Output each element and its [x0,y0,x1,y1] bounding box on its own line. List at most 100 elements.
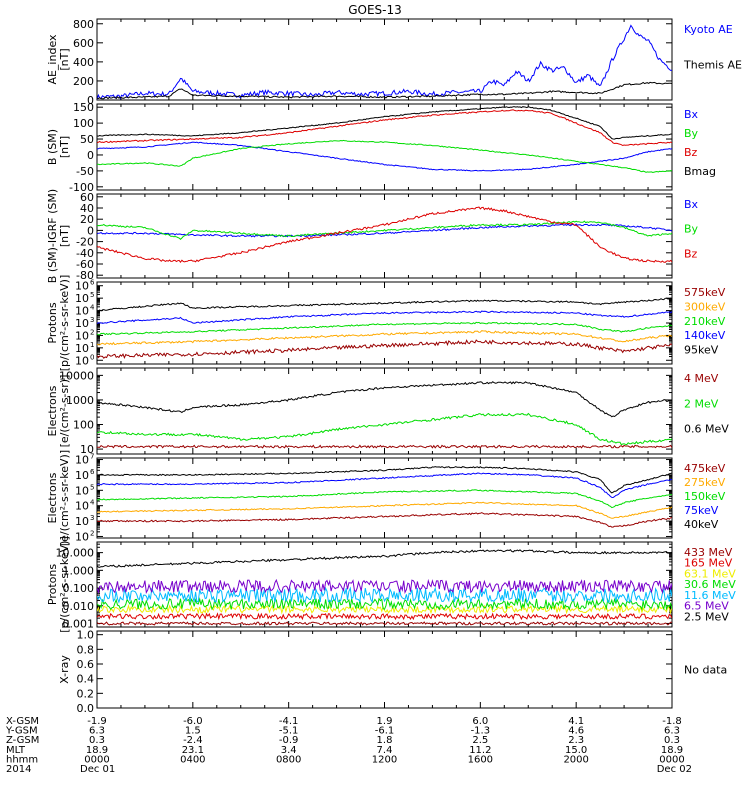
footer-value: 11.2 [469,745,491,756]
footer-value: 6.0 [472,716,488,727]
panel-frame [96,281,673,365]
footer-value: 2.3 [568,735,584,746]
legend-label: 40keV [684,518,719,531]
legend-label: 75keV [684,504,719,517]
footer-row-label: hhmm [6,754,38,765]
y-tick-label: 600 [73,37,94,50]
y-tick-label: -20 [76,236,94,249]
y-tick-label: 10 [75,342,89,355]
y-tick-label: 0 [87,94,94,107]
y-tick-label: -80 [76,269,94,282]
footer-value: 1600 [468,754,493,765]
series-line [97,297,672,312]
y-tick-label: 0.010 [63,600,95,613]
y-tick-label: 10 [80,443,94,456]
series-line [97,501,672,519]
panel-frame [96,18,673,101]
y-tick-label: 40 [80,202,94,215]
legend-label: Bz [684,247,698,260]
footer-value: 6.3 [664,726,680,737]
series-line [97,489,672,509]
legend-label: By [684,127,699,140]
y-tick-exponent: 4 [90,499,95,507]
y-tick-exponent: 4 [90,304,95,312]
y-tick-label: 10 [75,317,89,330]
series-line [97,472,672,499]
y-tick-label: 10.000 [56,547,95,560]
series-line [97,321,672,336]
y-tick-label: 200 [73,75,94,88]
legend-label: 210keV [684,315,726,328]
y-tick-exponent: 5 [90,483,94,491]
y-tick-label: 10 [75,329,89,342]
series-line [97,81,672,100]
y-tick-exponent: 7 [90,453,94,461]
footer-value: -4.1 [279,716,299,727]
y-tick-exponent: 3 [90,316,94,324]
y-tick-label: 10000 [59,369,94,382]
y-axis-label: AE_index [46,34,59,85]
y-tick-exponent: 6 [90,468,95,476]
y-tick-label: 10 [75,469,89,482]
legend-label: 433 MeV [684,546,733,559]
y-axis-label: X-ray [58,655,71,684]
series-line [97,512,672,528]
panel-2: -100 -50 0 50 100 150 B (SM) [nT] Bx By Bz Bmag [46,101,716,194]
y-tick-label: 400 [73,56,94,69]
y-tick-label: 0.8 [77,643,95,656]
series-line [97,586,672,604]
legend-label: Bz [684,146,698,159]
footer-value: -1.8 [662,716,682,727]
y-axis-label: [nT] [58,136,71,158]
legend-label: 275keV [684,476,726,489]
y-tick-label: -60 [76,258,94,271]
panel-frame [96,541,673,628]
chart-title: GOES-13 [348,3,402,17]
series-line [97,444,672,449]
y-axis-label: Protons [46,564,59,605]
series-line [97,612,672,621]
footer-value: 4.6 [568,726,584,737]
footer-value: 15.0 [565,745,587,756]
footer-value: -0.9 [279,735,299,746]
y-tick-exponent: 0 [90,353,94,361]
y-tick-exponent: 3 [90,514,94,522]
y-tick-label: 10 [75,484,89,497]
footer-row-label: Y-GSM [5,726,38,737]
panel-frame [96,630,673,709]
series-line [97,381,672,418]
y-tick-exponent: 2 [90,328,94,336]
y-tick-label: 1.0 [77,629,95,642]
legend-label: 2 MeV [684,397,719,410]
legend-label: 63.1 MeV [684,567,736,580]
footer-value: -1.9 [87,716,107,727]
y-tick-label: 10 [75,530,89,543]
y-tick-label: -100 [69,181,94,194]
no-data-label: No data [684,664,727,677]
footer-value: -1.3 [471,726,491,737]
y-axis-label: [nT] [58,48,71,70]
y-axis-label: B (SM) [46,129,59,165]
series-line [97,139,672,174]
legend-label: 300keV [684,300,726,313]
panel-1: 0 200 400 600 800 AE_index [nT] Kyoto AE Themis … [46,18,742,107]
y-tick-label: 0.100 [63,582,95,595]
series-line [97,310,672,325]
series-line [97,220,672,240]
y-axis-label: B (SM)-IGRF (SM) [46,189,59,283]
legend-label: Kyoto AE [684,23,733,36]
y-axis-label: [e/(cm²-s-sr)] [58,375,71,448]
legend-label: 6.5 MeV [684,600,729,613]
series-line [97,106,672,140]
y-axis-label: [p/(cm²-s-sr-keV)] [58,536,71,633]
y-tick-label: 0.0 [77,702,95,715]
legend-label: 475keV [684,462,726,475]
legend-label: 165 MeV [684,557,733,570]
footer-value: -5.1 [279,726,299,737]
series-line [97,24,672,100]
footer-value: 0000 [84,754,109,765]
y-tick-label: 100 [73,117,94,130]
y-tick-label: 150 [73,101,94,114]
